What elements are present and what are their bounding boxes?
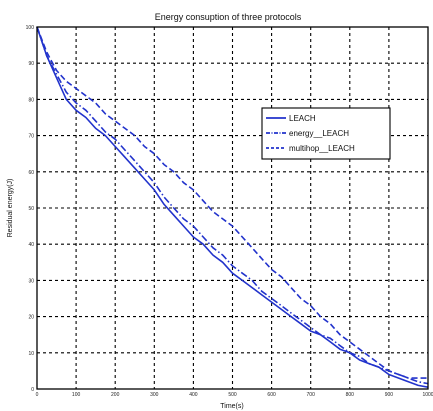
x-tick-label: 800 <box>346 392 355 398</box>
x-tick-label: 300 <box>150 392 159 398</box>
y-tick-label: 50 <box>28 206 34 212</box>
series-line-2 <box>36 26 428 379</box>
series-line-0 <box>36 26 429 388</box>
y-tick-label: 100 <box>26 25 35 31</box>
x-tick-label: 1000 <box>422 392 433 398</box>
y-ticks: 0 10 20 30 40 50 60 70 80 90 100 <box>26 25 35 393</box>
x-tick-label: 400 <box>189 392 198 398</box>
y-tick-label: 20 <box>28 315 34 321</box>
y-tick-label: 0 <box>31 387 34 393</box>
legend-label-2: multihop__LEACH <box>289 144 355 153</box>
y-tick-label: 30 <box>28 278 34 284</box>
series-line-1 <box>36 26 429 385</box>
y-axis-label: Residual energy(J) <box>7 179 14 238</box>
chart-title: Energy consuption of three protocols <box>155 12 302 22</box>
x-tick-label: 900 <box>385 392 394 398</box>
y-tick-label: 80 <box>28 97 34 103</box>
legend-label-1: energy__LEACH <box>289 129 349 138</box>
x-ticks: 0 100 200 300 400 500 600 700 800 900 1000 <box>36 392 433 398</box>
legend: LEACH energy__LEACH multihop__LEACH <box>261 107 391 160</box>
legend-label-0: LEACH <box>289 114 316 123</box>
x-tick-label: 700 <box>307 392 316 398</box>
y-tick-label: 60 <box>28 170 34 176</box>
series-lines <box>36 26 429 388</box>
x-axis-label: Time(s) <box>220 403 243 410</box>
y-tick-label: 40 <box>28 242 34 248</box>
plot-area <box>36 26 429 390</box>
x-tick-label: 0 <box>36 392 39 398</box>
x-tick-label: 100 <box>72 392 81 398</box>
x-tick-label: 500 <box>228 392 237 398</box>
y-tick-label: 10 <box>28 351 34 357</box>
x-tick-label: 200 <box>111 392 120 398</box>
x-tick-label: 600 <box>267 392 276 398</box>
y-tick-label: 70 <box>28 134 34 140</box>
y-tick-label: 90 <box>28 61 34 67</box>
